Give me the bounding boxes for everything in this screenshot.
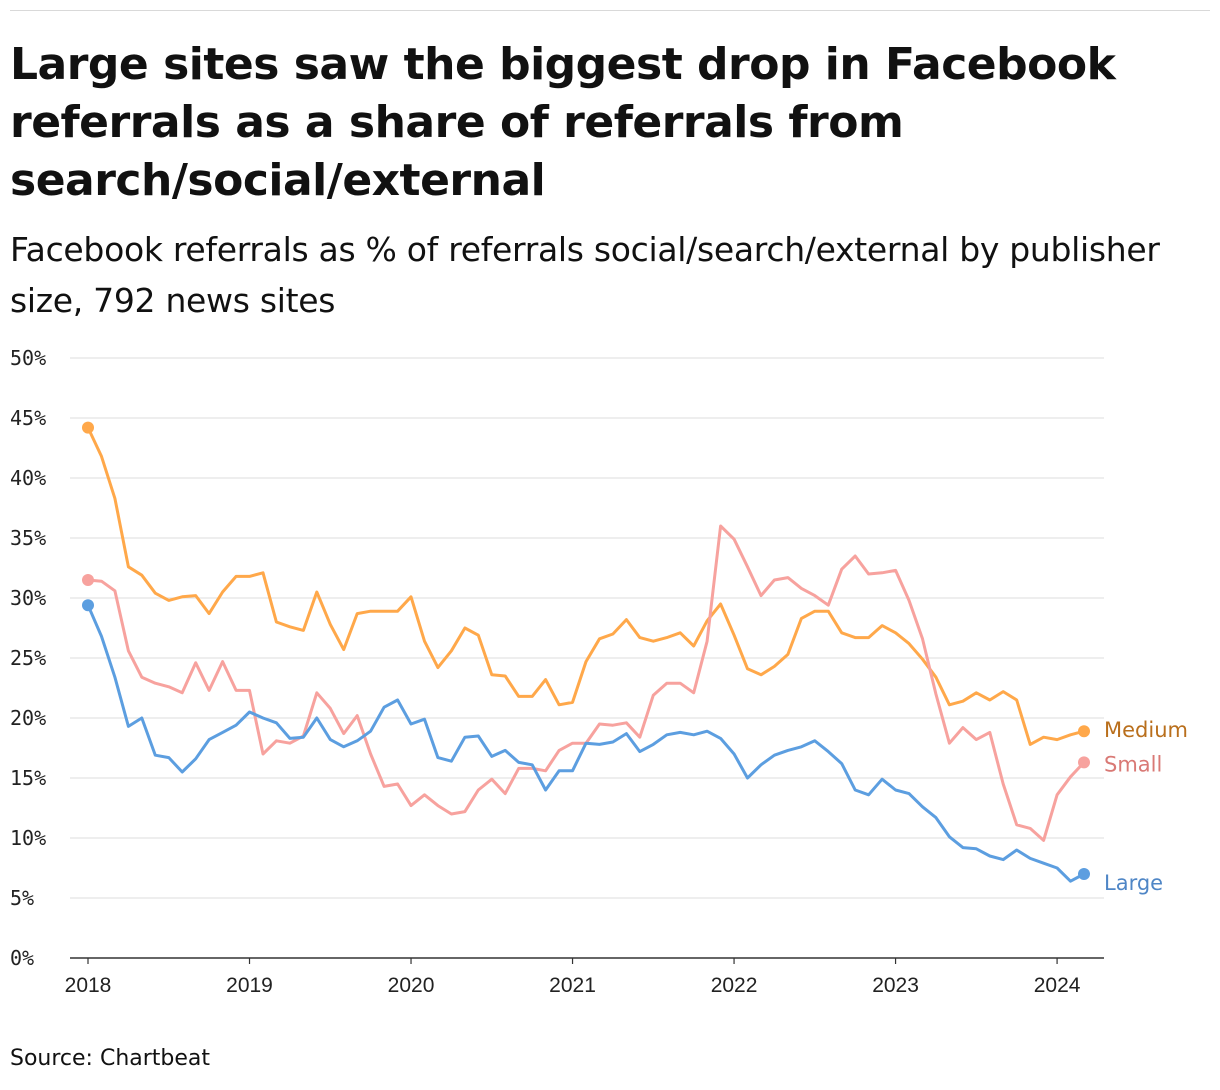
x-tick-label: 2023: [872, 974, 919, 997]
x-tick-label: 2024: [1034, 974, 1081, 997]
y-tick-label: 10%: [10, 826, 46, 850]
y-tick-label: 40%: [10, 466, 46, 490]
x-tick-label: 2020: [388, 974, 435, 997]
series-start-dot-medium: [82, 421, 94, 434]
y-tick-label: 50%: [10, 346, 46, 370]
y-tick-label: 5%: [10, 886, 34, 910]
series-end-dot-large: [1078, 868, 1090, 880]
y-tick-label: 0%: [10, 946, 34, 970]
series-line-small: [86, 524, 1086, 842]
series-line-medium: [86, 426, 1086, 746]
y-tick-label: 30%: [10, 586, 46, 610]
x-tick-label: 2021: [549, 974, 596, 997]
series-start-dot-large: [82, 599, 94, 612]
line-chart: 0% 5% 10% 15% 20% 25% 30% 35% 40% 45% 50% 2018 2019…: [10, 346, 1188, 997]
x-tick-label: 2018: [65, 974, 112, 997]
y-axis-ticks: 0% 5% 10% 15% 20% 25% 30% 35% 40% 45% 50%: [10, 346, 46, 970]
series-lines: Medium Small Large: [82, 421, 1188, 895]
x-tick-label: 2019: [226, 974, 273, 997]
series-start-dot-small: [82, 574, 94, 586]
x-tick-label: 2022: [711, 974, 758, 997]
chart-subtitle: Facebook referrals as % of referrals soc…: [10, 230, 1160, 320]
series-label-medium: Medium: [1104, 718, 1188, 742]
y-tick-label: 20%: [10, 706, 46, 730]
source-note: Source: Chartbeat: [10, 1046, 211, 1071]
series-label-small: Small: [1104, 752, 1162, 776]
chart-title: Large sites saw the biggest drop in Face…: [10, 39, 1116, 206]
y-tick-label: 45%: [10, 406, 46, 430]
series-end-dot-medium: [1078, 725, 1090, 738]
y-tick-label: 15%: [10, 766, 46, 790]
x-axis-ticks: 2018 2019 2020 2021 2022 2023 2024: [65, 958, 1081, 997]
top-divider: [10, 10, 1210, 11]
y-tick-label: 25%: [10, 646, 46, 670]
y-tick-label: 35%: [10, 526, 46, 550]
series-label-large: Large: [1104, 871, 1163, 895]
series-line-large: [86, 603, 1086, 883]
series-end-dot-small: [1078, 756, 1090, 769]
